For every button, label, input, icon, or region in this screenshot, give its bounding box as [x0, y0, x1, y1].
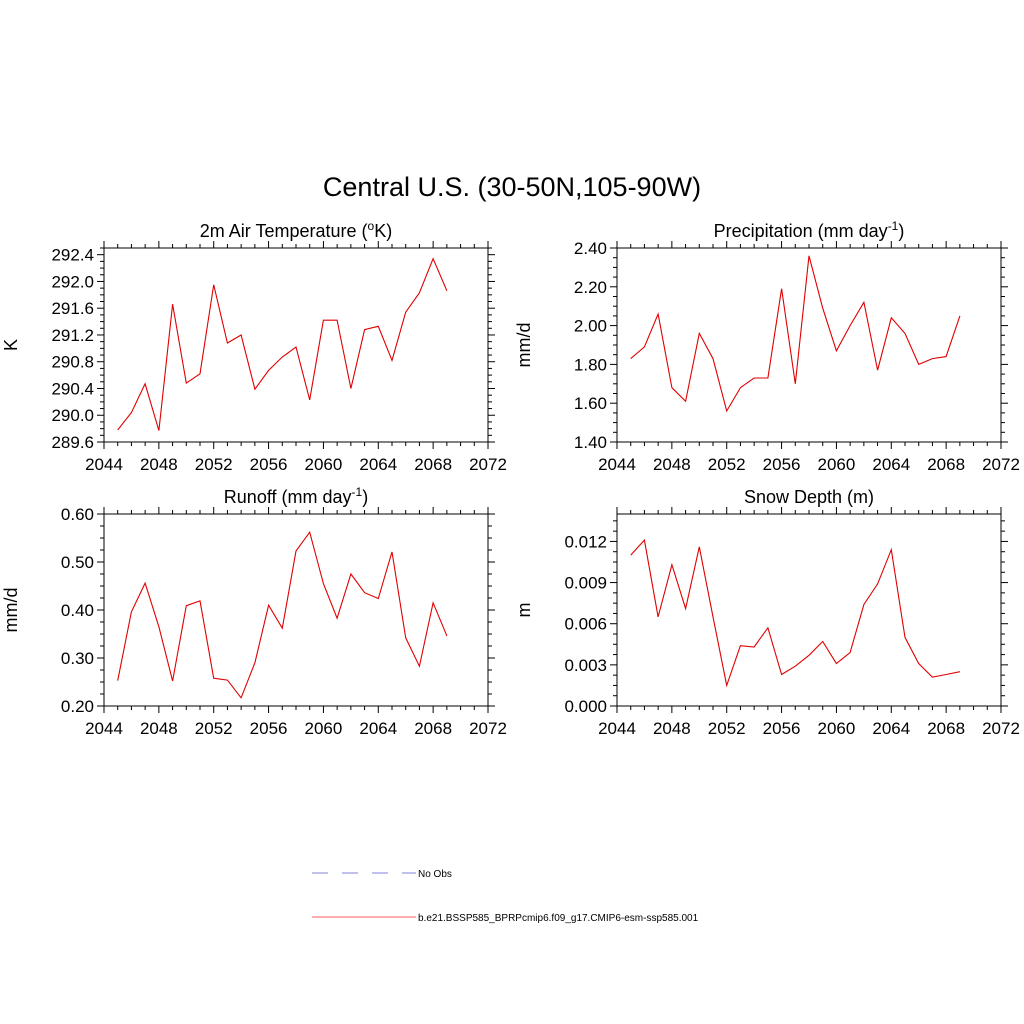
x-tick-label: 2056 — [763, 455, 801, 474]
x-tick-label: 2064 — [872, 719, 910, 738]
legend-entry-model: b.e21.BSSP585_BPRPcmip6.f09_g17.CMIP6-es… — [312, 913, 699, 924]
panel-title-sup-temperature: o — [368, 219, 375, 233]
x-tick-label: 2056 — [250, 719, 288, 738]
y-tick-label: 290.8 — [51, 353, 94, 372]
y-tick-label: 2.40 — [574, 239, 607, 258]
legend-label-model: b.e21.BSSP585_BPRPcmip6.f09_g17.CMIP6-es… — [418, 913, 699, 924]
x-tick-label: 2072 — [469, 719, 507, 738]
plot-frame-precipitation — [616, 247, 1002, 443]
panel-title-after-runoff: ) — [362, 487, 368, 507]
y-tick-label: 2.20 — [574, 278, 607, 297]
ticks-snow-depth — [610, 507, 1008, 713]
panel-temperature: 2m Air Temperature (oK) 2044 2048 2052 2056 2… — [1, 219, 507, 474]
y-tick-label: 1.80 — [574, 355, 607, 374]
x-tick-label: 2052 — [708, 719, 746, 738]
x-tick-label: 2044 — [598, 719, 636, 738]
x-tick-label: 2048 — [653, 719, 691, 738]
y-tick-label: 0.20 — [61, 697, 94, 716]
plot-frame-snow-depth — [616, 513, 1002, 707]
panel-title-text-precipitation: Precipitation (mm day — [714, 221, 888, 241]
x-tick-label: 2052 — [708, 455, 746, 474]
plot-frame-temperature — [103, 247, 489, 443]
x-tick-label: 2048 — [140, 455, 178, 474]
x-tick-label: 2072 — [982, 719, 1020, 738]
y-tick-label: 0.30 — [61, 649, 94, 668]
x-tick-label: 2052 — [195, 455, 233, 474]
panel-title-after-precipitation: ) — [898, 221, 904, 241]
y-tick-label: 0.40 — [61, 601, 94, 620]
x-tick-label: 2060 — [818, 719, 856, 738]
y-tick-label: 0.003 — [564, 656, 607, 675]
x-tick-label: 2044 — [598, 455, 636, 474]
ticks-precipitation — [610, 241, 1008, 449]
y-tick-label: 0.009 — [564, 574, 607, 593]
panel-runoff: Runoff (mm day-1) 2044 2048 2052 2056 2060 206… — [1, 485, 507, 738]
y-axis-label-temperature: K — [1, 339, 21, 351]
panel-title-runoff: Runoff (mm day-1) — [224, 485, 368, 507]
legend-entry-no-obs: No Obs — [312, 869, 452, 880]
figure-title: Central U.S. (30-50N,105-90W) — [323, 172, 701, 202]
legend-label-no-obs: No Obs — [418, 869, 452, 880]
panel-title-after-temperature: K) — [374, 221, 392, 241]
y-tick-label: 290.4 — [51, 379, 94, 398]
y-tick-label: 0.000 — [564, 697, 607, 716]
x-tick-label: 2072 — [982, 455, 1020, 474]
y-tick-label: 290.0 — [51, 406, 94, 425]
x-tick-label: 2060 — [818, 455, 856, 474]
panel-precipitation: Precipitation (mm day-1) 2044 2048 2052 2056… — [514, 219, 1020, 474]
x-tick-label: 2060 — [305, 455, 343, 474]
ticks-temperature — [97, 241, 495, 449]
x-tick-label: 2068 — [927, 455, 965, 474]
x-tick-label: 2048 — [140, 719, 178, 738]
x-tick-label: 2044 — [85, 455, 123, 474]
plot-frame-runoff — [103, 513, 489, 707]
y-tick-label: 2.00 — [574, 317, 607, 336]
x-tick-label: 2060 — [305, 719, 343, 738]
y-tick-label: 0.012 — [564, 532, 607, 551]
x-tick-label: 2056 — [763, 719, 801, 738]
y-tick-label: 1.40 — [574, 433, 607, 452]
y-tick-label: 1.60 — [574, 394, 607, 413]
panel-title-text-temperature: 2m Air Temperature ( — [200, 221, 368, 241]
x-tick-label: 2068 — [414, 719, 452, 738]
x-tick-label: 2044 — [85, 719, 123, 738]
y-tick-label: 291.6 — [51, 299, 94, 318]
x-tick-label: 2056 — [250, 455, 288, 474]
series-line-precipitation — [630, 255, 961, 413]
y-tick-label: 291.2 — [51, 326, 94, 345]
y-tick-label: 292.4 — [51, 246, 94, 265]
y-tick-label: 0.006 — [564, 615, 607, 634]
panel-title-text-runoff: Runoff (mm day — [224, 487, 352, 507]
y-tick-label: 292.0 — [51, 272, 94, 291]
panel-title-snow-depth: Snow Depth (m) — [744, 487, 874, 507]
x-tick-label: 2064 — [359, 455, 397, 474]
y-axis-label-precipitation: mm/d — [514, 323, 534, 368]
ticks-runoff — [97, 507, 495, 713]
panel-title-sup-runoff: -1 — [352, 485, 363, 499]
y-axis-label-runoff: mm/d — [1, 588, 21, 633]
x-tick-label: 2068 — [414, 455, 452, 474]
panel-title-sup-precipitation: -1 — [888, 219, 899, 233]
series-line-snow-depth — [630, 538, 961, 688]
legend: No Obs b.e21.BSSP585_BPRPcmip6.f09_g17.C… — [312, 869, 699, 924]
x-tick-label: 2048 — [653, 455, 691, 474]
panel-title-precipitation: Precipitation (mm day-1) — [714, 219, 905, 241]
x-tick-label: 2068 — [927, 719, 965, 738]
panel-title-text-snow-depth: Snow Depth (m) — [744, 487, 874, 507]
x-tick-label: 2072 — [469, 455, 507, 474]
y-axis-label-snow-depth: m — [514, 603, 534, 618]
x-tick-label: 2052 — [195, 719, 233, 738]
y-tick-label: 0.60 — [61, 505, 94, 524]
panels: 2m Air Temperature (oK)2044 2048 2052 2056 2… — [1, 219, 1020, 738]
y-tick-label: 0.50 — [61, 553, 94, 572]
panel-title-temperature: 2m Air Temperature (oK) — [200, 219, 392, 241]
panel-snow-depth: Snow Depth (m) 2044 2048 2052 2056 2060 2064 20… — [514, 487, 1020, 738]
x-tick-label: 2064 — [872, 455, 910, 474]
series-line-runoff — [117, 530, 448, 699]
series-line-temperature — [117, 257, 448, 431]
x-tick-label: 2064 — [359, 719, 397, 738]
y-tick-label: 289.6 — [51, 433, 94, 452]
